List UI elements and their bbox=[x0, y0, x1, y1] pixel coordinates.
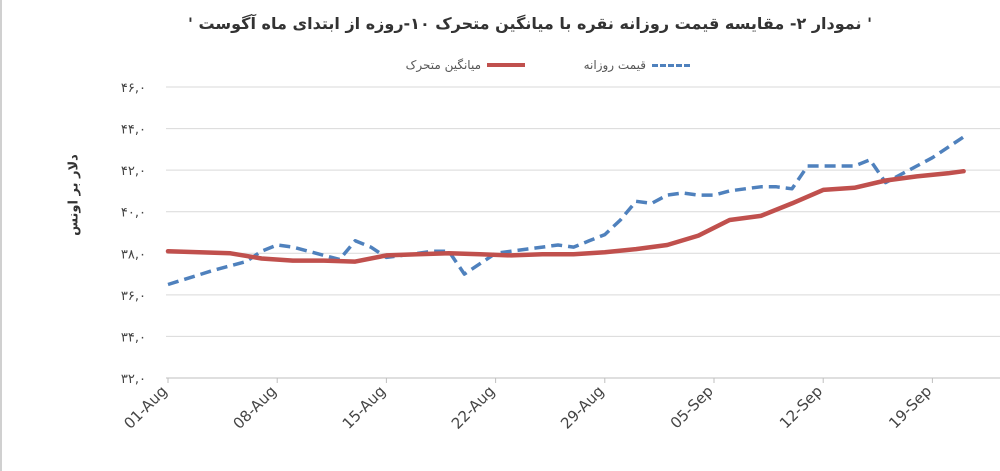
y-tick-label: ۳۴,۰ bbox=[121, 330, 146, 345]
x-tick-label: 12-Sep bbox=[776, 382, 826, 432]
x-tick-label: 29-Aug bbox=[557, 382, 608, 433]
x-tick-label: 01-Aug bbox=[120, 382, 171, 433]
y-tick-label: ۴۴,۰ bbox=[121, 123, 146, 138]
x-tick-label: 15-Aug bbox=[339, 382, 390, 433]
y-tick-label: ۴۶,۰ bbox=[121, 81, 146, 96]
x-tick-label: 08-Aug bbox=[229, 382, 280, 433]
y-tick-label: ۳۶,۰ bbox=[121, 289, 146, 304]
series-line-moving-average bbox=[165, 168, 966, 264]
y-tick-label: ۴۲,۰ bbox=[121, 164, 146, 179]
legend: قیمت روزانه میانگین متحرک bbox=[390, 58, 690, 80]
legend-item-moving-average: میانگین متحرک bbox=[406, 58, 525, 72]
legend-label-daily: قیمت روزانه bbox=[583, 58, 646, 72]
x-tick-label: 22-Aug bbox=[448, 382, 499, 433]
series-line-daily-price bbox=[167, 135, 965, 287]
legend-label-moving-average: میانگین متحرک bbox=[405, 58, 481, 72]
y-tick-label: ۴۰,۰ bbox=[121, 206, 146, 221]
x-tick-label: 19-Sep bbox=[885, 382, 935, 432]
y-tick-label: ۳۲,۰ bbox=[121, 372, 146, 387]
legend-swatch-daily bbox=[652, 63, 690, 67]
legend-item-daily: قیمت روزانه bbox=[584, 58, 690, 72]
chart-title: ' نمودار ۲- مقایسه قیمت روزانه نقره با م… bbox=[188, 14, 872, 33]
x-tick-label: 05-Sep bbox=[667, 382, 717, 432]
legend-swatch-moving-average bbox=[487, 63, 525, 67]
y-tick-label: ۳۸,۰ bbox=[121, 247, 146, 262]
frame-left-border bbox=[0, 0, 2, 471]
